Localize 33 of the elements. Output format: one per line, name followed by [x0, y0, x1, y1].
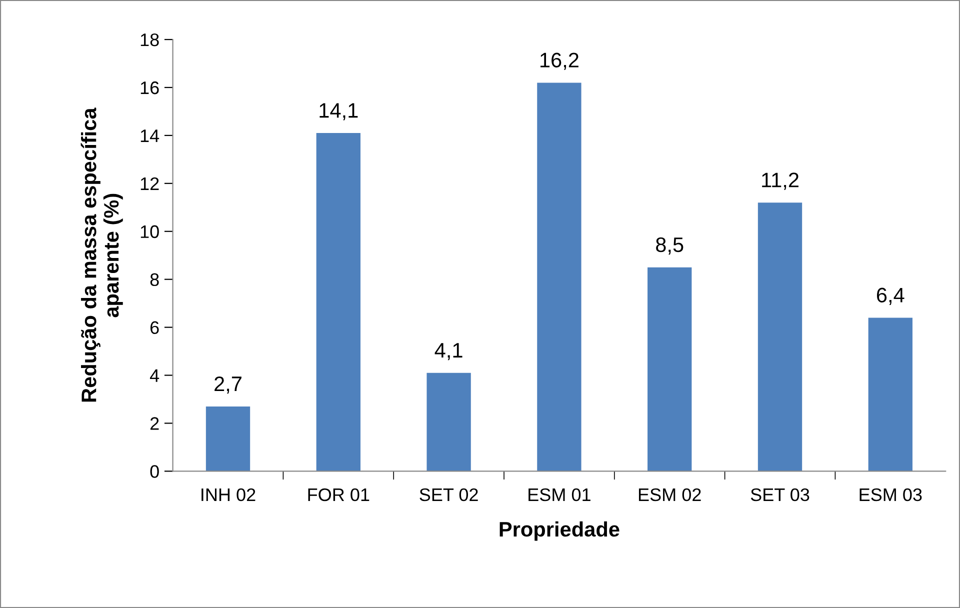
data-label: 14,1	[320, 103, 358, 120]
data-label: 6,4	[876, 288, 904, 305]
data-label: 8,5	[656, 237, 684, 255]
data-label: 2,7	[214, 376, 242, 394]
y-tick-label: 0	[150, 465, 159, 478]
bar	[316, 133, 360, 472]
y-tick-label: 18	[140, 33, 159, 46]
y-tick-label: 4	[150, 369, 160, 382]
bar	[206, 406, 250, 472]
y-tick-label: 10	[140, 225, 159, 238]
bar	[868, 318, 912, 472]
x-tick-label: ESM 02	[638, 488, 701, 502]
data-label: 16,2	[540, 52, 578, 70]
data-label: 4,1	[434, 343, 462, 360]
bar	[758, 202, 802, 472]
y-tick-label: 12	[140, 177, 159, 190]
x-tick-label: ESM 03	[860, 488, 922, 502]
y-tick-label: 14	[140, 130, 160, 142]
x-tick-label: FOR 01	[308, 488, 370, 502]
data-label: 11,2	[762, 172, 798, 190]
x-axis-title: Propriedade	[500, 521, 620, 541]
bar	[537, 82, 582, 472]
x-tick-label: INH 02	[202, 488, 256, 502]
bar	[648, 267, 692, 472]
y-tick-label: 6	[150, 321, 159, 334]
x-tick-label: SET 02	[420, 488, 478, 502]
y-tick-label: 8	[150, 273, 159, 286]
y-axis-title: Redução da massa específica aparente (%)	[80, 108, 123, 402]
bar	[426, 372, 471, 472]
y-tick-label: 16	[140, 81, 159, 94]
x-tick-label: ESM 01	[528, 488, 590, 502]
y-tick-label: 2	[150, 417, 159, 430]
x-tick-label: SET 03	[750, 488, 810, 502]
